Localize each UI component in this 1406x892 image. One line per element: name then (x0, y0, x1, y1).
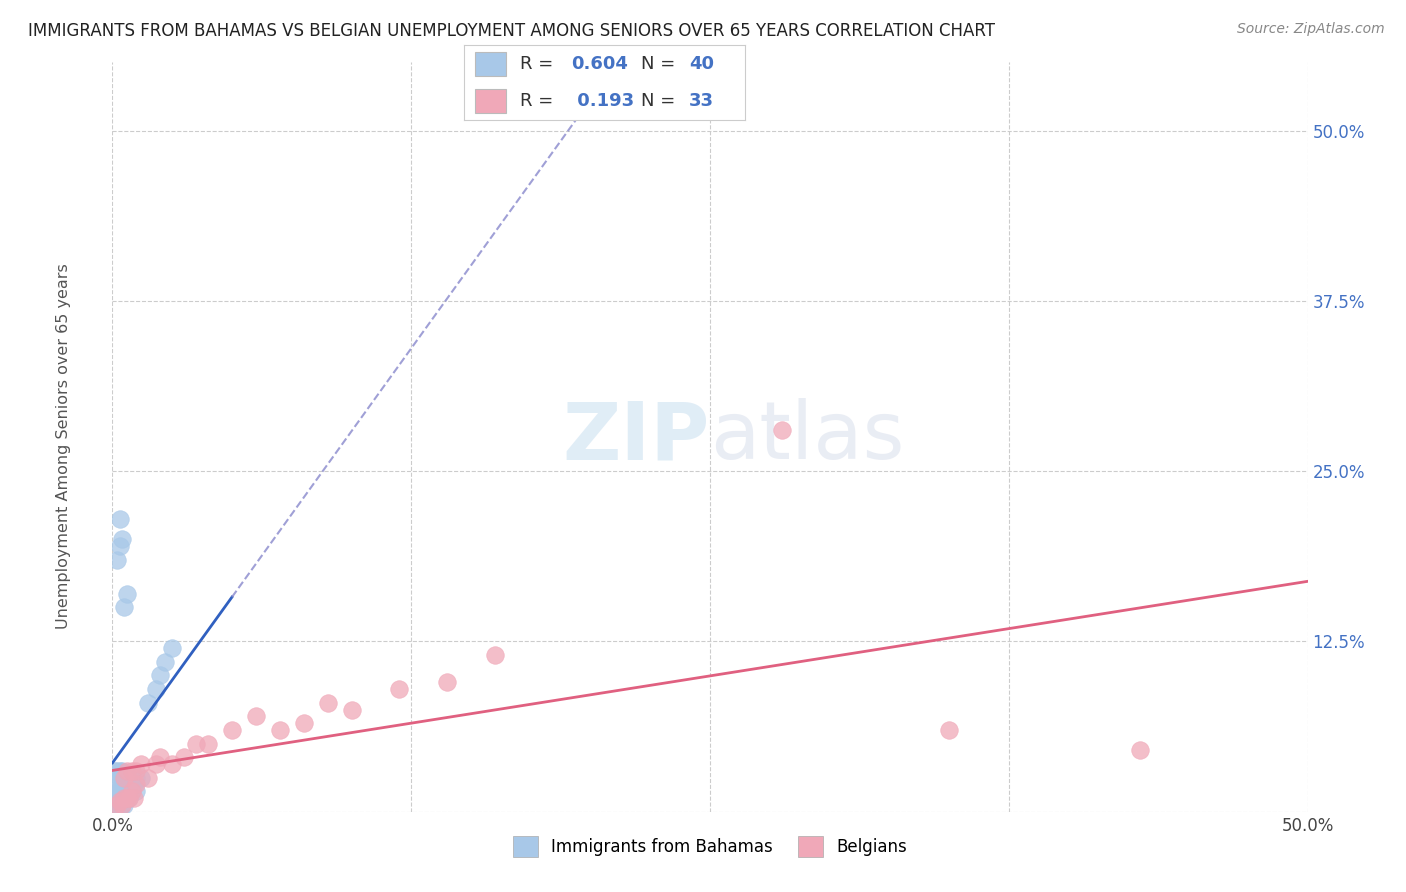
Point (269, 723, 291, 737)
FancyBboxPatch shape (475, 88, 506, 112)
Point (145, 682, 167, 697)
Point (114, 777, 135, 791)
Text: Unemployment Among Seniors over 65 years: Unemployment Among Seniors over 65 years (56, 263, 70, 629)
Point (115, 777, 138, 791)
Point (105, 777, 128, 791)
Point (125, 784, 148, 798)
Point (114, 797, 135, 812)
Text: 40: 40 (689, 55, 714, 73)
Point (115, 764, 138, 778)
Point (129, 771, 152, 785)
Point (153, 655, 176, 669)
Point (938, 723, 960, 737)
FancyBboxPatch shape (475, 52, 506, 77)
Text: atlas: atlas (710, 398, 904, 476)
Point (121, 784, 143, 798)
Point (484, 648, 506, 662)
Point (125, 771, 148, 785)
Point (108, 794, 131, 808)
Point (197, 737, 219, 751)
Point (173, 750, 195, 764)
Point (770, 423, 793, 437)
Point (105, 552, 128, 566)
Point (118, 791, 141, 805)
Point (104, 797, 127, 812)
Point (108, 791, 131, 805)
Point (108, 784, 131, 798)
Point (104, 791, 127, 805)
Point (125, 764, 148, 778)
Point (245, 709, 267, 723)
Point (118, 791, 141, 805)
Point (316, 696, 339, 710)
Point (114, 771, 135, 785)
Point (129, 757, 152, 772)
Point (138, 771, 160, 785)
Point (108, 764, 131, 778)
Point (108, 539, 131, 553)
Point (104, 764, 127, 778)
Point (111, 791, 134, 805)
Point (105, 797, 128, 812)
Point (121, 764, 143, 778)
Point (149, 668, 172, 682)
Legend: Immigrants from Bahamas, Belgians: Immigrants from Bahamas, Belgians (506, 830, 914, 863)
Point (114, 600, 135, 615)
Text: ZIP: ZIP (562, 398, 710, 476)
Point (114, 791, 135, 805)
Point (122, 791, 145, 805)
Point (105, 797, 128, 812)
Text: IMMIGRANTS FROM BAHAMAS VS BELGIAN UNEMPLOYMENT AMONG SENIORS OVER 65 YEARS CORR: IMMIGRANTS FROM BAHAMAS VS BELGIAN UNEMP… (28, 22, 995, 40)
Point (340, 702, 363, 716)
Point (118, 784, 141, 798)
Text: Source: ZipAtlas.com: Source: ZipAtlas.com (1237, 22, 1385, 37)
Text: 0.604: 0.604 (571, 55, 627, 73)
Point (108, 512, 131, 526)
Point (115, 791, 138, 805)
Text: 0.193: 0.193 (571, 92, 634, 110)
Point (125, 777, 148, 791)
Point (105, 789, 128, 803)
Text: N =: N = (641, 55, 681, 73)
Point (162, 641, 183, 656)
Text: R =: R = (520, 92, 560, 110)
Point (105, 764, 128, 778)
Point (221, 723, 243, 737)
Point (115, 791, 138, 805)
Text: N =: N = (641, 92, 681, 110)
Point (111, 797, 134, 812)
Point (292, 716, 315, 731)
Point (145, 757, 167, 772)
Point (162, 757, 183, 772)
Point (149, 750, 172, 764)
Point (138, 696, 160, 710)
Point (121, 784, 143, 798)
Text: R =: R = (520, 55, 560, 73)
Point (1129, 743, 1152, 757)
Point (111, 764, 134, 778)
Point (111, 797, 134, 812)
Point (108, 777, 131, 791)
Point (388, 682, 411, 697)
Point (186, 737, 208, 751)
Point (111, 533, 134, 547)
Point (115, 587, 138, 601)
Point (111, 777, 134, 791)
Point (105, 794, 128, 808)
Point (122, 777, 145, 791)
Point (436, 675, 458, 690)
Point (108, 797, 131, 812)
Text: 33: 33 (689, 92, 714, 110)
Point (114, 791, 135, 805)
